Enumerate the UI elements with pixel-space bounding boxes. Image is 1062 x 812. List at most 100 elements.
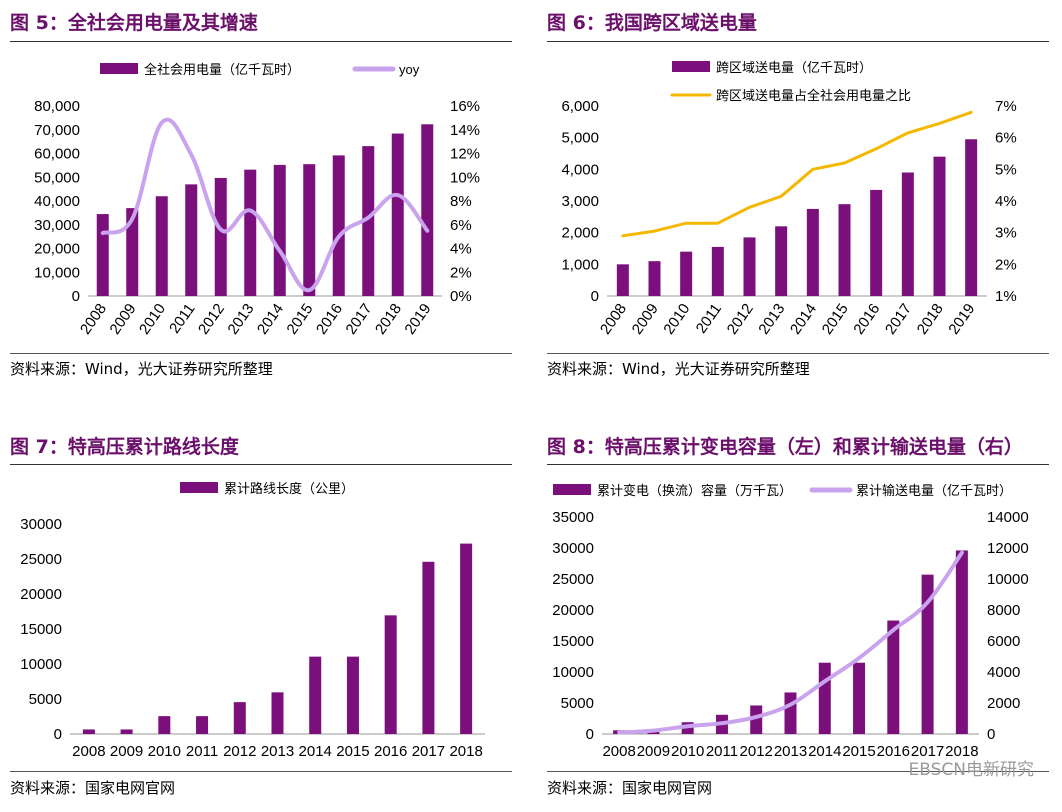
y-left-tick-label: 35000: [552, 509, 594, 526]
panel-fig6: 图 6：我国跨区域送电量 0 1,000 2,000 3,000 4,000 5,000 6…: [547, 0, 1049, 390]
x-tick-label: 2017: [911, 743, 944, 760]
y-right-tick-label: 6000: [987, 633, 1020, 650]
y-right-tick-label: 8%: [450, 193, 472, 210]
bar: [616, 264, 629, 296]
x-tick-label: 2014: [254, 301, 287, 338]
bar: [784, 692, 797, 734]
y-left-tick-label: 0: [586, 726, 594, 743]
x-tick-label: 2011: [693, 301, 725, 337]
x-tick-label: 2015: [283, 301, 316, 338]
x-tick-label: 2008: [72, 743, 105, 760]
x-tick-label: 2013: [774, 743, 807, 760]
bar: [775, 226, 788, 296]
y-left-tick-label: 70,000: [34, 122, 80, 139]
y-right-tick-label: 4000: [987, 664, 1020, 681]
x-tick-label: 2018: [945, 743, 978, 760]
y-right-tick-label: 4%: [450, 241, 472, 258]
y-left-tick-label: 60,000: [34, 146, 80, 163]
x-tick-label: 2009: [106, 301, 139, 338]
bar: [332, 155, 345, 296]
bar: [750, 705, 763, 734]
y-left-tick-label: 1,000: [561, 256, 599, 273]
bar: [185, 184, 198, 296]
bar: [870, 189, 883, 296]
series-line: [621, 110, 973, 238]
bar: [82, 729, 95, 734]
x-tick-label: 2011: [706, 743, 738, 760]
chart-fig5: 0 10,000 20,000 30,000 40,000 50,000 60,000 70,…: [34, 62, 480, 338]
y-left-tick-label: 5000: [29, 691, 62, 708]
bar: [806, 208, 819, 296]
title-rule: [547, 41, 1049, 42]
bar: [391, 133, 404, 296]
bar: [155, 196, 168, 296]
title-rule: [10, 41, 512, 42]
y-left-tick-label: 10,000: [34, 264, 80, 281]
y-left-tick-label: 3,000: [561, 193, 599, 210]
bar: [233, 702, 246, 734]
legend-label: 累计输送电量（亿千瓦时）: [856, 483, 1012, 498]
legend-label: 累计变电（换流）容量（万千瓦）: [597, 483, 792, 498]
y-left-tick-label: 0: [591, 288, 599, 305]
bar: [422, 561, 435, 734]
source-note: 资料来源：国家电网官网: [547, 779, 713, 797]
x-tick-label: 2011: [186, 743, 218, 760]
y-left-tick-label: 30,000: [34, 217, 80, 234]
y-left-tick-label: 25000: [552, 571, 594, 588]
x-tick-label: 2014: [787, 301, 820, 338]
bar: [309, 656, 322, 734]
bar: [743, 237, 756, 296]
x-tick-label: 2009: [629, 301, 662, 338]
y-left-tick-label: 5000: [561, 695, 594, 712]
y-left-tick-label: 10000: [552, 664, 594, 681]
y-left-tick-label: 10000: [20, 656, 62, 673]
bar: [818, 662, 831, 734]
x-tick-label: 2008: [597, 301, 630, 338]
bar: [838, 204, 851, 296]
x-tick-label: 2012: [223, 743, 256, 760]
x-tick-label: 2017: [342, 301, 375, 338]
source-note: 资料来源：Wind，光大证券研究所整理: [547, 360, 810, 378]
bar: [126, 208, 139, 296]
legend-swatch-bar: [100, 63, 138, 74]
x-tick-label: 2012: [724, 301, 757, 338]
bar: [460, 543, 473, 734]
x-tick-label: 2016: [313, 301, 346, 338]
source-note: 资料来源：Wind，光大证券研究所整理: [10, 360, 273, 378]
title-rule: [547, 464, 1049, 465]
x-tick-label: 2015: [842, 743, 875, 760]
legend-label: 跨区域送电量（亿千瓦时）: [716, 60, 872, 75]
y-right-tick-label: 16%: [450, 98, 480, 115]
bar: [711, 246, 724, 296]
bar: [384, 615, 397, 734]
bar: [346, 656, 359, 734]
y-left-tick-label: 5,000: [561, 130, 599, 147]
y-right-tick-label: 14000: [987, 509, 1029, 526]
y-left-tick-label: 6,000: [561, 98, 599, 115]
y-right-tick-label: 10%: [450, 169, 480, 186]
legend-label: 全社会用电量（亿千瓦时）: [144, 62, 300, 77]
y-left-tick-label: 30000: [552, 540, 594, 557]
y-left-tick-label: 0: [72, 288, 80, 305]
bar: [648, 261, 661, 296]
bar: [680, 251, 693, 296]
title-rule: [10, 464, 512, 465]
y-left-tick-label: 4,000: [561, 161, 599, 178]
legend-swatch-bar: [180, 482, 218, 493]
y-right-tick-label: 4%: [995, 193, 1017, 210]
y-left-tick-label: 15000: [552, 633, 594, 650]
legend-swatch-bar: [553, 484, 591, 495]
y-right-tick-label: 2000: [987, 695, 1020, 712]
legend-swatch-bar: [672, 61, 710, 72]
bar: [921, 574, 934, 734]
legend-label: 累计路线长度（公里）: [224, 481, 354, 496]
x-tick-label: 2010: [660, 301, 693, 338]
y-left-tick-label: 20000: [20, 586, 62, 603]
x-tick-label: 2012: [740, 743, 773, 760]
bar: [853, 662, 866, 734]
x-tick-label: 2017: [412, 743, 445, 760]
bar: [421, 124, 434, 296]
source-rule: [547, 771, 1049, 772]
legend-label: 跨区域送电量占全社会用电量之比: [716, 88, 911, 103]
bar: [887, 620, 900, 734]
